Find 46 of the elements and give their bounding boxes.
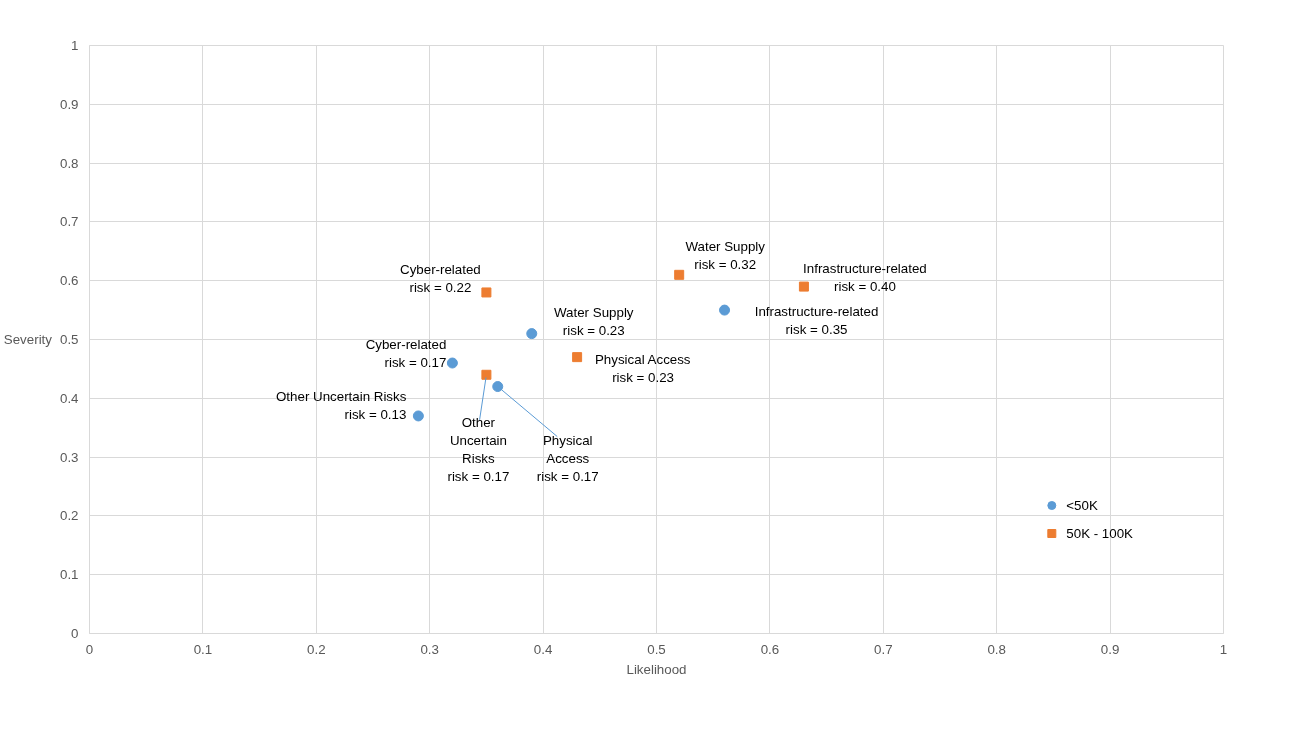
y-tick-label: 1 — [71, 38, 79, 53]
point — [719, 304, 731, 316]
point — [446, 357, 458, 369]
y-tick-label: 0.1 — [59, 567, 79, 583]
annotation: Physical Access risk = 0.23 — [594, 351, 691, 385]
x-tick-label: 0.9 — [1100, 641, 1120, 657]
point — [674, 269, 685, 280]
annotation: Water Supply risk = 0.23 — [554, 305, 634, 339]
x-tick-label: 0.6 — [760, 641, 780, 657]
annotation: Cyber-related risk = 0.17 — [365, 336, 447, 370]
point — [412, 410, 424, 422]
y-axis-title: Severity — [3, 332, 53, 347]
point — [798, 281, 809, 292]
y-tick-label: 0.9 — [59, 96, 79, 112]
annotation: Infrastructure-related risk = 0.35 — [754, 303, 879, 337]
point — [481, 287, 492, 298]
x-tick-label: 0.7 — [874, 641, 893, 657]
point — [572, 352, 583, 363]
x-tick-label: 0 — [85, 641, 94, 657]
annotation: Physical Access risk = 0.17 — [536, 433, 599, 485]
y-tick-label: 0.5 — [59, 332, 79, 347]
y-tick-label: 0.2 — [59, 508, 79, 524]
x-tick-label: 0.3 — [420, 641, 439, 657]
x-tick-label: 0.1 — [193, 641, 213, 657]
y-tick-label: 0.4 — [59, 390, 80, 406]
legend-label: <50K — [1066, 497, 1098, 513]
annotation: Cyber-related risk = 0.22 — [400, 261, 481, 295]
legend-label: 50K - 100K — [1066, 525, 1133, 541]
y-tick-label: 0.3 — [59, 449, 79, 465]
y-tick-label: 0 — [71, 626, 79, 641]
point — [481, 369, 492, 380]
y-tick-label: 0.6 — [59, 273, 79, 289]
x-tick-label: 1 — [1219, 641, 1228, 657]
x-tick-label: 0.2 — [307, 641, 326, 657]
point — [492, 381, 504, 393]
x-tick-label: 0.8 — [987, 641, 1006, 657]
annotation: Water Supply risk = 0.32 — [685, 239, 766, 273]
annotation: Other Uncertain Risks risk = 0.17 — [447, 415, 510, 485]
annotation: Infrastructure-related risk = 0.40 — [803, 261, 927, 295]
x-axis-title: Likelihood — [626, 661, 687, 677]
x-tick-label: 0.4 — [533, 641, 553, 657]
annotation: Other Uncertain Risks risk = 0.13 — [276, 389, 407, 423]
y-tick-label: 0.8 — [59, 155, 79, 171]
point — [526, 328, 538, 340]
y-tick-label: 0.7 — [59, 214, 79, 230]
x-tick-label: 0.5 — [647, 641, 666, 657]
